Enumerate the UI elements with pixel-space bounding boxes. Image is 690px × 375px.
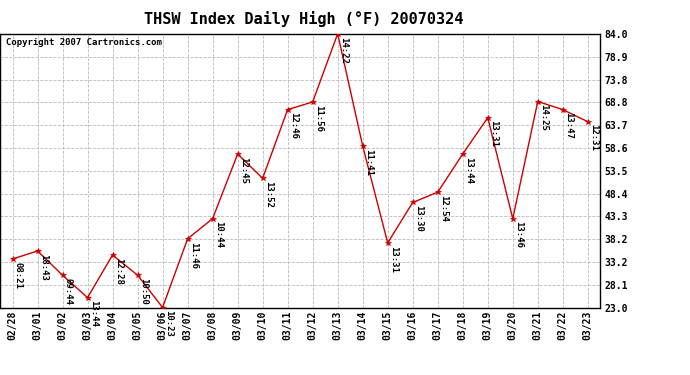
Text: 11:46: 11:46 xyxy=(189,242,198,268)
Text: 13:52: 13:52 xyxy=(264,181,273,208)
Text: 12:46: 12:46 xyxy=(289,112,298,139)
Text: 09:44: 09:44 xyxy=(64,278,73,305)
Text: 13:31: 13:31 xyxy=(489,120,498,147)
Text: 12:45: 12:45 xyxy=(239,157,248,184)
Text: THSW Index Daily High (°F) 20070324: THSW Index Daily High (°F) 20070324 xyxy=(144,11,463,27)
Text: 13:44: 13:44 xyxy=(464,157,473,184)
Text: 13:30: 13:30 xyxy=(414,205,423,232)
Text: 12:31: 12:31 xyxy=(589,124,598,152)
Text: Copyright 2007 Cartronics.com: Copyright 2007 Cartronics.com xyxy=(6,38,162,47)
Text: 18:43: 18:43 xyxy=(39,254,48,280)
Text: 13:47: 13:47 xyxy=(564,112,573,139)
Text: 12:54: 12:54 xyxy=(439,195,448,222)
Text: 14:22: 14:22 xyxy=(339,36,348,63)
Text: 11:41: 11:41 xyxy=(364,149,373,176)
Text: 10:23: 10:23 xyxy=(164,310,173,337)
Text: 08:21: 08:21 xyxy=(14,262,23,289)
Text: 11:56: 11:56 xyxy=(314,105,323,132)
Text: 14:25: 14:25 xyxy=(539,104,548,131)
Text: 13:44: 13:44 xyxy=(89,300,98,327)
Text: 10:44: 10:44 xyxy=(214,221,223,248)
Text: 12:28: 12:28 xyxy=(114,258,123,285)
Text: 10:50: 10:50 xyxy=(139,278,148,305)
Text: 13:31: 13:31 xyxy=(389,246,398,273)
Text: 13:46: 13:46 xyxy=(514,221,523,248)
